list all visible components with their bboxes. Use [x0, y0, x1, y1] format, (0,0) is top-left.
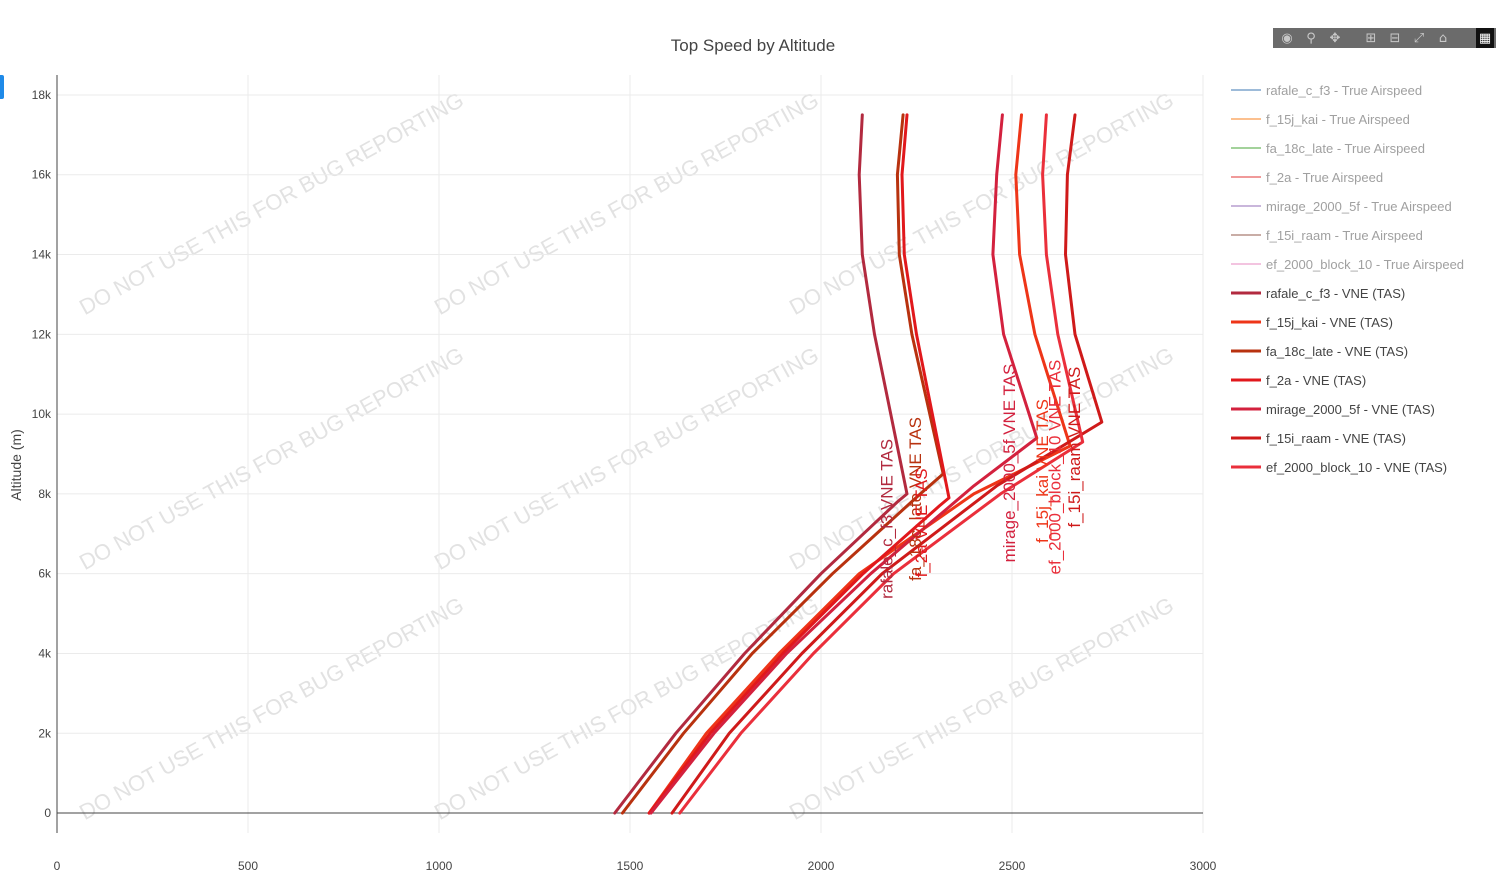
legend-item[interactable]: f_15i_raam - True Airspeed	[1231, 228, 1423, 243]
autoscale-icon[interactable]: ⤢	[1413, 30, 1425, 46]
legend-item[interactable]: f_15j_kai - VNE (TAS)	[1231, 315, 1393, 330]
x-tick-label: 0	[54, 859, 61, 873]
legend-item[interactable]: f_2a - True Airspeed	[1231, 170, 1383, 185]
y-tick-label: 4k	[38, 646, 52, 660]
x-tick-label: 2000	[808, 859, 835, 873]
x-tick-labels: 0 500 1000 1500 2000 2500 3000	[54, 859, 1217, 873]
legend-label: f_2a - True Airspeed	[1266, 170, 1383, 185]
watermark-text: DO NOT USE THIS FOR BUG REPORTING	[785, 592, 1178, 825]
modebar: ◉ ⚲ ✥ ⊞ ⊟ ⤢ ⌂ ▦	[1273, 28, 1496, 48]
plotly-logo-icon[interactable]: ▦	[1476, 28, 1494, 48]
legend-item[interactable]: ef_2000_block_10 - VNE (TAS)	[1231, 460, 1447, 475]
legend-item[interactable]: mirage_2000_5f - VNE (TAS)	[1231, 402, 1435, 417]
reset-home-icon[interactable]: ⌂	[1438, 30, 1448, 46]
line-label-11: mirage_2000_5f VNE TAS	[1000, 364, 1019, 563]
y-tick-label: 18k	[32, 88, 52, 102]
series-line-10[interactable]	[647, 113, 951, 815]
legend-label: rafale_c_f3 - True Airspeed	[1266, 83, 1422, 98]
line-label-13: ef_2000_block_10 VNE TAS	[1046, 360, 1065, 575]
watermark-text: DO NOT USE THIS FOR BUG REPORTING	[785, 342, 1178, 575]
series-line-7[interactable]	[613, 113, 909, 815]
pan-icon[interactable]: ✥	[1329, 30, 1341, 46]
y-tick-label: 0	[44, 806, 51, 820]
y-tick-label: 12k	[32, 327, 52, 341]
line-labels: rafale_c_f3 VNE TAS f_15j_kai VNE TAS fa_1…	[878, 360, 1084, 599]
legend-item[interactable]: fa_18c_late - VNE (TAS)	[1231, 344, 1408, 359]
series-line-12[interactable]	[670, 113, 1104, 815]
line-label-8: f_15j_kai VNE TAS	[1033, 399, 1052, 543]
legend-item[interactable]: ef_2000_block_10 - True Airspeed	[1231, 257, 1464, 272]
chart-title: Top Speed by Altitude	[671, 36, 835, 55]
zoom-out-icon[interactable]: ⊟	[1389, 30, 1401, 46]
legend-item[interactable]: rafale_c_f3 - VNE (TAS)	[1231, 286, 1405, 301]
watermark-text: DO NOT USE THIS FOR BUG REPORTING	[785, 87, 1178, 320]
y-tick-label: 14k	[32, 248, 52, 262]
legend-item[interactable]: f_15i_raam - VNE (TAS)	[1231, 431, 1406, 446]
y-tick-label: 10k	[32, 407, 52, 421]
line-label-12: f_15i_raam VNE TAS	[1065, 367, 1084, 528]
series-layer[interactable]	[613, 113, 1104, 815]
legend-label: fa_18c_late - True Airspeed	[1266, 141, 1425, 156]
legend-label: f_2a - VNE (TAS)	[1266, 373, 1366, 388]
legend-label: f_15j_kai - VNE (TAS)	[1266, 315, 1393, 330]
series-line-11[interactable]	[649, 113, 1039, 815]
legend-label: f_15j_kai - True Airspeed	[1266, 112, 1410, 127]
watermark-text: DO NOT USE THIS FOR BUG REPORTING	[430, 342, 823, 575]
legend-item[interactable]: fa_18c_late - True Airspeed	[1231, 141, 1425, 156]
legend-label: f_15i_raam - VNE (TAS)	[1266, 431, 1406, 446]
legend-label: fa_18c_late - VNE (TAS)	[1266, 344, 1408, 359]
y-tick-labels: 0 2k 4k 6k 8k 10k 12k 14k 16k 18k	[32, 88, 52, 820]
line-label-9: fa_18c_late VNE TAS	[906, 417, 925, 581]
watermark-text: DO NOT USE THIS FOR BUG REPORTING	[430, 87, 823, 320]
y-tick-label: 16k	[32, 168, 52, 182]
y-tick-label: 6k	[38, 567, 52, 581]
grid-lines	[57, 75, 1204, 833]
x-tick-label: 500	[238, 859, 258, 873]
legend-label: ef_2000_block_10 - VNE (TAS)	[1266, 460, 1447, 475]
legend-label: f_15i_raam - True Airspeed	[1266, 228, 1423, 243]
x-tick-label: 1000	[426, 859, 453, 873]
series-line-13[interactable]	[678, 113, 1085, 815]
camera-icon[interactable]: ◉	[1281, 30, 1293, 46]
legend-label: mirage_2000_5f - VNE (TAS)	[1266, 402, 1435, 417]
legend-item[interactable]: f_15j_kai - True Airspeed	[1231, 112, 1410, 127]
x-tick-label: 1500	[617, 859, 644, 873]
zoom-icon[interactable]: ⚲	[1306, 30, 1316, 46]
series-line-9[interactable]	[620, 113, 945, 815]
line-label-7: rafale_c_f3 VNE TAS	[878, 439, 897, 599]
legend-label: ef_2000_block_10 - True Airspeed	[1266, 257, 1464, 272]
side-indicator	[0, 75, 4, 99]
line-label-10: f_2a VNE TAS	[912, 468, 931, 577]
legend[interactable]: rafale_c_f3 - True Airspeed f_15j_kai - T…	[1231, 83, 1464, 475]
y-tick-label: 2k	[38, 726, 52, 740]
x-tick-label: 2500	[999, 859, 1026, 873]
legend-item[interactable]: f_2a - VNE (TAS)	[1231, 373, 1366, 388]
y-axis-title: Altitude (m)	[8, 429, 24, 501]
legend-item[interactable]: rafale_c_f3 - True Airspeed	[1231, 83, 1422, 98]
legend-item[interactable]: mirage_2000_5f - True Airspeed	[1231, 199, 1452, 214]
watermark-text: DO NOT USE THIS FOR BUG REPORTING	[75, 87, 468, 320]
zoom-in-icon[interactable]: ⊞	[1365, 30, 1377, 46]
legend-label: rafale_c_f3 - VNE (TAS)	[1266, 286, 1405, 301]
watermark-text: DO NOT USE THIS FOR BUG REPORTING	[75, 592, 468, 825]
watermark-text: DO NOT USE THIS FOR BUG REPORTING	[75, 342, 468, 575]
legend-label: mirage_2000_5f - True Airspeed	[1266, 199, 1452, 214]
y-tick-label: 8k	[38, 487, 52, 501]
x-tick-label: 3000	[1190, 859, 1217, 873]
